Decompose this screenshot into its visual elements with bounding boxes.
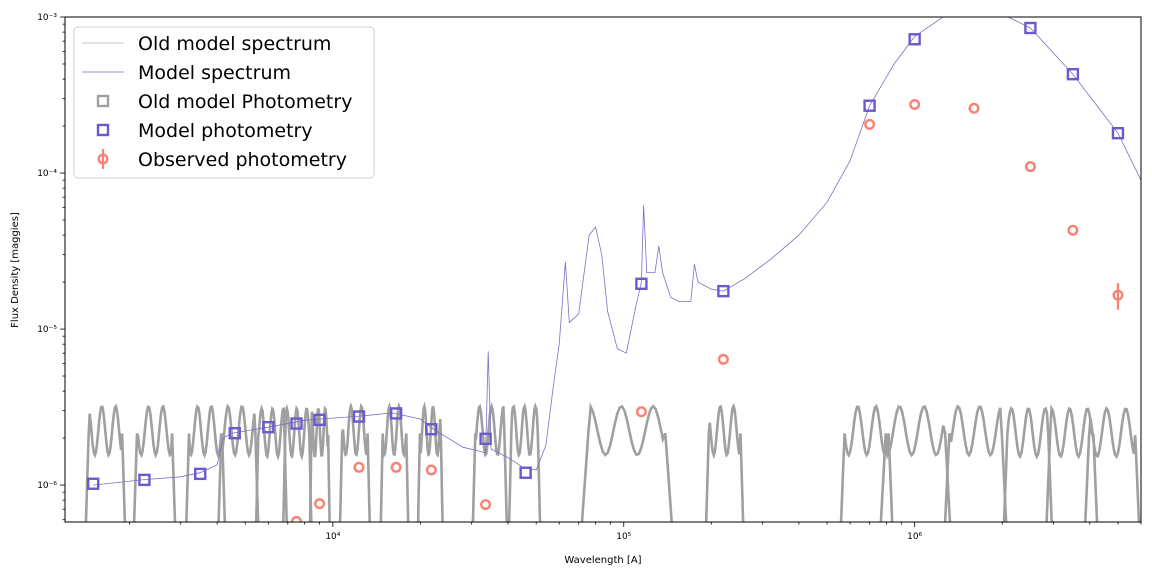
- filter-curve: [308, 405, 331, 522]
- model-photometry-point: [635, 277, 648, 291]
- model-photometry-point: [717, 284, 730, 298]
- model-photometry-point: [1111, 126, 1125, 140]
- filter-curve: [704, 402, 745, 522]
- filter-curve: [132, 404, 177, 522]
- filter-curves: [84, 401, 1141, 522]
- model-photometry-point: [1024, 21, 1037, 35]
- model-photometry-point: [863, 99, 876, 112]
- legend-entry-label: Model photometry: [138, 120, 313, 142]
- model-photometry-point: [1066, 67, 1080, 81]
- model-photometry-point: [479, 432, 492, 445]
- observed-photometry-point: [1067, 224, 1079, 236]
- model-photometry-point: [228, 427, 241, 440]
- observed-photometry-point: [968, 102, 980, 114]
- legend-entry-label: Old model Photometry: [138, 91, 352, 113]
- filter-curve: [839, 403, 894, 522]
- x-axis: 10⁴ 10⁵ 10⁶: [129, 522, 1142, 542]
- filter-curve: [338, 401, 371, 522]
- observed-photometry-point: [314, 498, 326, 510]
- y-tick-label: 10⁻⁵: [37, 325, 57, 335]
- filter-curve: [1045, 404, 1099, 522]
- plot-frame: [64, 16, 1142, 523]
- filter-curve: [379, 401, 410, 522]
- model-photometry-point: [313, 413, 326, 427]
- observed-photometry-point: [480, 499, 492, 511]
- observed-photometry-point: [1024, 161, 1036, 173]
- legend-box: [73, 26, 375, 179]
- filter-curve: [471, 402, 509, 522]
- model-photometry-point: [389, 407, 403, 420]
- observed-photometry-point: [390, 461, 402, 473]
- model-photometry-point: [262, 420, 275, 434]
- model-photometry-point: [138, 473, 151, 487]
- model-photometry-point: [908, 33, 921, 46]
- observed-photometry-series: [291, 98, 1124, 522]
- observed-photometry-point: [717, 353, 729, 365]
- y-tick-label: 10⁻⁶: [37, 481, 57, 491]
- legend-entry-label: Observed photometry: [138, 149, 347, 171]
- legend-old-photometry-swatch: [96, 94, 110, 108]
- model-photometry-point: [194, 467, 207, 481]
- model-spectrum-series: [93, 17, 1141, 486]
- model-spectrum-line: [93, 17, 1141, 486]
- legend-observed-swatch: [97, 153, 109, 165]
- x-axis-label: Wavelength [A]: [564, 555, 641, 566]
- y-tick-label: 10⁻³: [37, 13, 57, 23]
- y-tick-label: 10⁻⁴: [37, 169, 57, 179]
- legend-entry-label: Old model spectrum: [138, 33, 331, 55]
- filter-curve: [282, 403, 313, 522]
- filter-curve: [416, 401, 444, 522]
- filter-curve: [1002, 405, 1053, 522]
- y-axis-label: Flux Density [maggies]: [10, 212, 21, 328]
- legend: Old model spectrum Model spectrum Old mode…: [73, 26, 375, 179]
- legend-entry-label: Model spectrum: [138, 62, 291, 84]
- model-photometry-point: [290, 417, 303, 430]
- observed-photometry-point: [353, 461, 365, 473]
- legend-model-photometry-swatch: [96, 123, 110, 137]
- model-photometry-point: [519, 466, 532, 479]
- observed-photometry-point: [425, 464, 437, 476]
- filter-curve: [1084, 406, 1141, 522]
- model-photometry-point: [352, 410, 366, 423]
- filter-curve: [943, 404, 1008, 522]
- observed-photometry-point: [635, 406, 647, 418]
- filter-curve: [185, 404, 227, 522]
- filter-curve: [580, 402, 673, 522]
- x-tick-label: 10⁶: [907, 532, 922, 542]
- x-tick-label: 10⁵: [616, 532, 631, 542]
- observed-photometry-point: [864, 118, 876, 130]
- filter-curve: [254, 404, 288, 522]
- filter-curve: [879, 404, 952, 522]
- y-axis: 10⁻⁶ 10⁻⁵ 10⁻⁴ 10⁻³: [37, 13, 65, 521]
- x-tick-label: 10⁴: [325, 532, 340, 542]
- observed-photometry-point: [1112, 289, 1124, 301]
- model-photometry-point: [86, 477, 100, 490]
- observed-photometry-point: [909, 98, 921, 110]
- observed-photometry-point: [291, 515, 303, 522]
- model-photometry-series: [86, 21, 1125, 490]
- filter-curve: [507, 402, 542, 522]
- filter-curve: [84, 403, 127, 522]
- model-photometry-point: [425, 423, 438, 436]
